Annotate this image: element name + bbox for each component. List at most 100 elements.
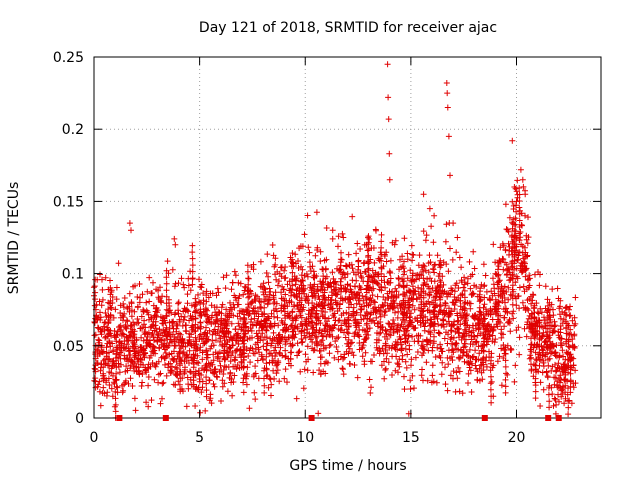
data-point [567, 377, 574, 384]
data-point [125, 380, 132, 387]
data-point [299, 277, 306, 284]
data-point [215, 289, 222, 296]
data-point [498, 334, 505, 341]
data-point [223, 306, 230, 313]
data-point [319, 337, 326, 344]
data-point [282, 264, 289, 270]
data-point [319, 279, 326, 286]
data-point [456, 388, 463, 395]
data-point [231, 304, 238, 311]
data-point [326, 350, 333, 357]
data-point [229, 349, 236, 356]
data-point [490, 241, 497, 248]
data-point [382, 365, 389, 372]
data-point [400, 271, 407, 278]
data-point [339, 365, 346, 372]
data-point [126, 333, 133, 340]
data-point [259, 330, 266, 337]
data-point [550, 342, 557, 349]
data-point [480, 355, 487, 362]
data-point [311, 281, 318, 288]
data-point [199, 384, 206, 391]
data-point [426, 252, 433, 259]
data-point [113, 364, 120, 371]
data-point [337, 295, 344, 302]
data-point [399, 253, 406, 260]
data-point [345, 343, 352, 350]
data-point [401, 332, 408, 338]
data-point [131, 354, 138, 361]
data-point [437, 277, 443, 284]
data-point [289, 256, 296, 263]
data-point [106, 349, 112, 356]
data-point [163, 312, 170, 319]
data-point [541, 323, 548, 329]
data-point [348, 261, 355, 268]
data-point [267, 288, 274, 295]
data-point [198, 281, 205, 288]
data-point [385, 116, 392, 123]
data-point [401, 373, 407, 380]
data-point [496, 353, 503, 360]
data-point [471, 265, 478, 272]
data-point [260, 343, 267, 350]
data-point [365, 267, 371, 273]
data-point [536, 336, 543, 343]
data-point [289, 315, 296, 322]
data-point [192, 403, 199, 409]
data-point [536, 343, 543, 350]
data-point [163, 280, 170, 287]
data-point [289, 309, 296, 316]
data-point [176, 381, 183, 388]
data-point [282, 315, 289, 322]
data-point [302, 334, 309, 341]
data-point [383, 355, 390, 362]
data-point [567, 326, 574, 333]
data-point [408, 362, 414, 369]
data-point [509, 295, 516, 302]
data-point [562, 382, 569, 389]
data-point [139, 379, 146, 386]
data-point [390, 298, 397, 305]
data-point [490, 275, 496, 282]
data-point [168, 363, 175, 370]
data-point [522, 267, 529, 274]
data-point [193, 307, 200, 314]
data-point [171, 348, 177, 355]
data-point [377, 319, 384, 325]
data-point [487, 311, 494, 318]
data-point [203, 348, 210, 355]
data-point [142, 324, 149, 331]
data-point [406, 295, 413, 301]
data-point [230, 379, 237, 385]
data-point [243, 370, 250, 377]
data-point [112, 306, 119, 313]
data-point [546, 345, 553, 352]
data-point [437, 283, 444, 290]
data-point [289, 276, 296, 283]
data-point [391, 241, 398, 248]
data-point [190, 364, 197, 371]
data-point [495, 279, 502, 286]
data-point [522, 273, 529, 280]
data-point [416, 252, 423, 259]
data-point [497, 319, 504, 326]
data-point [415, 284, 422, 291]
data-point [501, 314, 508, 321]
data-point [116, 323, 123, 330]
data-point [444, 90, 451, 97]
data-point [345, 251, 352, 258]
data-point [153, 328, 160, 335]
data-point [353, 277, 360, 284]
data-point [378, 257, 385, 264]
data-point [459, 390, 466, 397]
data-point [223, 272, 230, 279]
data-point [364, 328, 371, 335]
data-point [469, 271, 476, 278]
data-point [409, 257, 416, 264]
data-point [252, 370, 259, 377]
data-point [427, 329, 434, 336]
data-point [289, 335, 296, 342]
data-point [195, 291, 201, 298]
data-point [99, 286, 106, 293]
